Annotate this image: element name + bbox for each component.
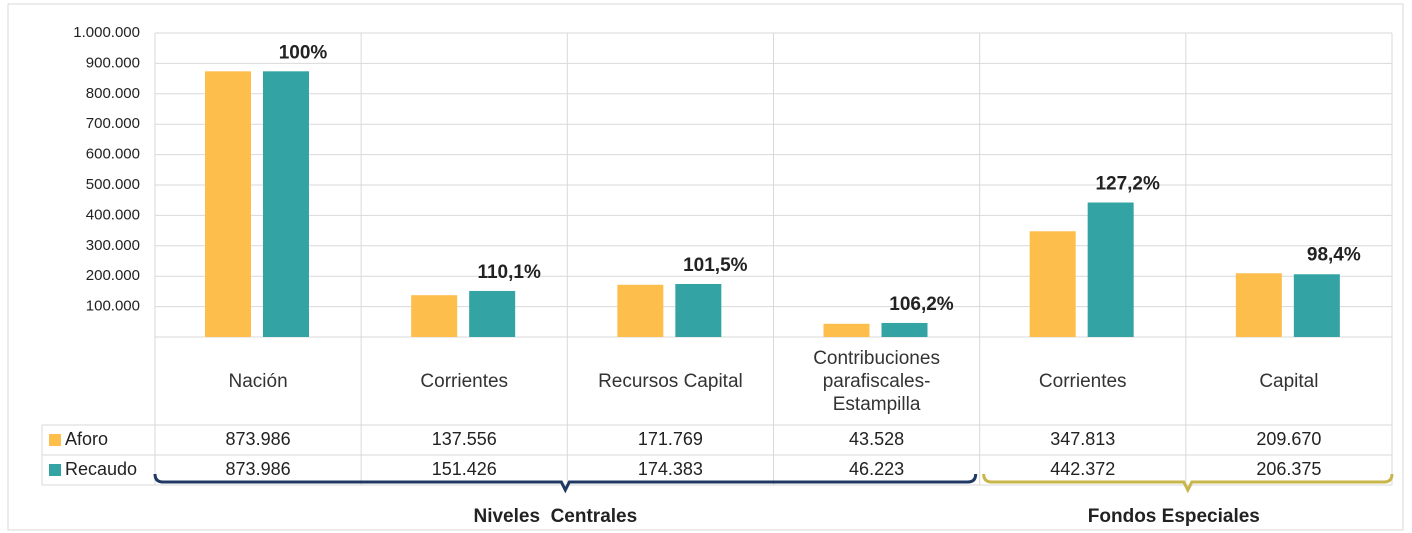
bar — [1235, 273, 1282, 337]
table-cell: 873.986 — [226, 459, 291, 479]
legend-swatch — [49, 464, 61, 476]
x-tick-label: Capital — [1259, 370, 1319, 392]
group-brace — [982, 473, 1394, 494]
x-tick-label: Contribuciones parafiscales-Estampilla — [813, 347, 940, 415]
bar — [205, 71, 251, 337]
table-cell: 43.528 — [849, 429, 904, 449]
group-label: Niveles Centrales — [473, 506, 637, 527]
bar — [469, 290, 516, 337]
ratio-label: 106,2% — [889, 294, 954, 315]
table-cell: 46.223 — [849, 459, 904, 479]
y-tick-label: 900.000 — [86, 54, 140, 71]
ratio-label: 100% — [279, 42, 328, 63]
chart-border — [7, 3, 1404, 531]
table-cell: 206.375 — [1256, 459, 1321, 479]
y-tick-label: 400.000 — [86, 206, 140, 223]
bar — [1087, 202, 1134, 337]
table-cell: 209.670 — [1256, 429, 1321, 449]
group-brace — [153, 473, 978, 494]
y-tick-label: 800.000 — [86, 85, 140, 102]
ratio-label: 101,5% — [683, 255, 748, 276]
table-cell: 137.556 — [432, 429, 497, 449]
bar — [823, 323, 870, 337]
table-cell: 442.372 — [1050, 459, 1115, 479]
table-cell: 873.986 — [226, 429, 291, 449]
table-cell: 171.769 — [638, 429, 703, 449]
y-tick-label: 500.000 — [86, 176, 140, 193]
y-tick-label: 700.000 — [86, 115, 140, 132]
legend-label: Recaudo — [65, 459, 137, 479]
ratio-label: 127,2% — [1095, 174, 1160, 195]
x-tick-label: Nación — [228, 370, 288, 392]
y-tick-label: 100.000 — [86, 298, 140, 315]
x-tick-label: Recursos Capital — [598, 370, 743, 392]
bar — [1293, 274, 1340, 337]
legend-swatch — [49, 434, 61, 446]
y-tick-label: 1.000.000 — [73, 24, 140, 41]
group-label: Fondos Especiales — [1088, 506, 1260, 527]
ratio-label: 110,1% — [477, 262, 540, 283]
table-cell: 347.813 — [1050, 429, 1115, 449]
x-tick-label: Corrientes — [420, 370, 509, 392]
bar — [617, 284, 664, 337]
ratio-label: 98,4% — [1307, 244, 1361, 265]
y-tick-label: 600.000 — [86, 146, 140, 163]
x-tick-label: Corrientes — [1038, 370, 1127, 392]
legend-label: Aforo — [65, 429, 108, 449]
bar — [675, 283, 722, 337]
table-cell: 174.383 — [638, 459, 703, 479]
bar — [1029, 231, 1076, 337]
table-cell: 151.426 — [432, 459, 497, 479]
bar — [411, 295, 458, 337]
y-tick-label: 300.000 — [86, 237, 140, 254]
y-tick-label: 200.000 — [86, 267, 140, 284]
bar — [263, 71, 309, 337]
bar — [881, 322, 928, 337]
